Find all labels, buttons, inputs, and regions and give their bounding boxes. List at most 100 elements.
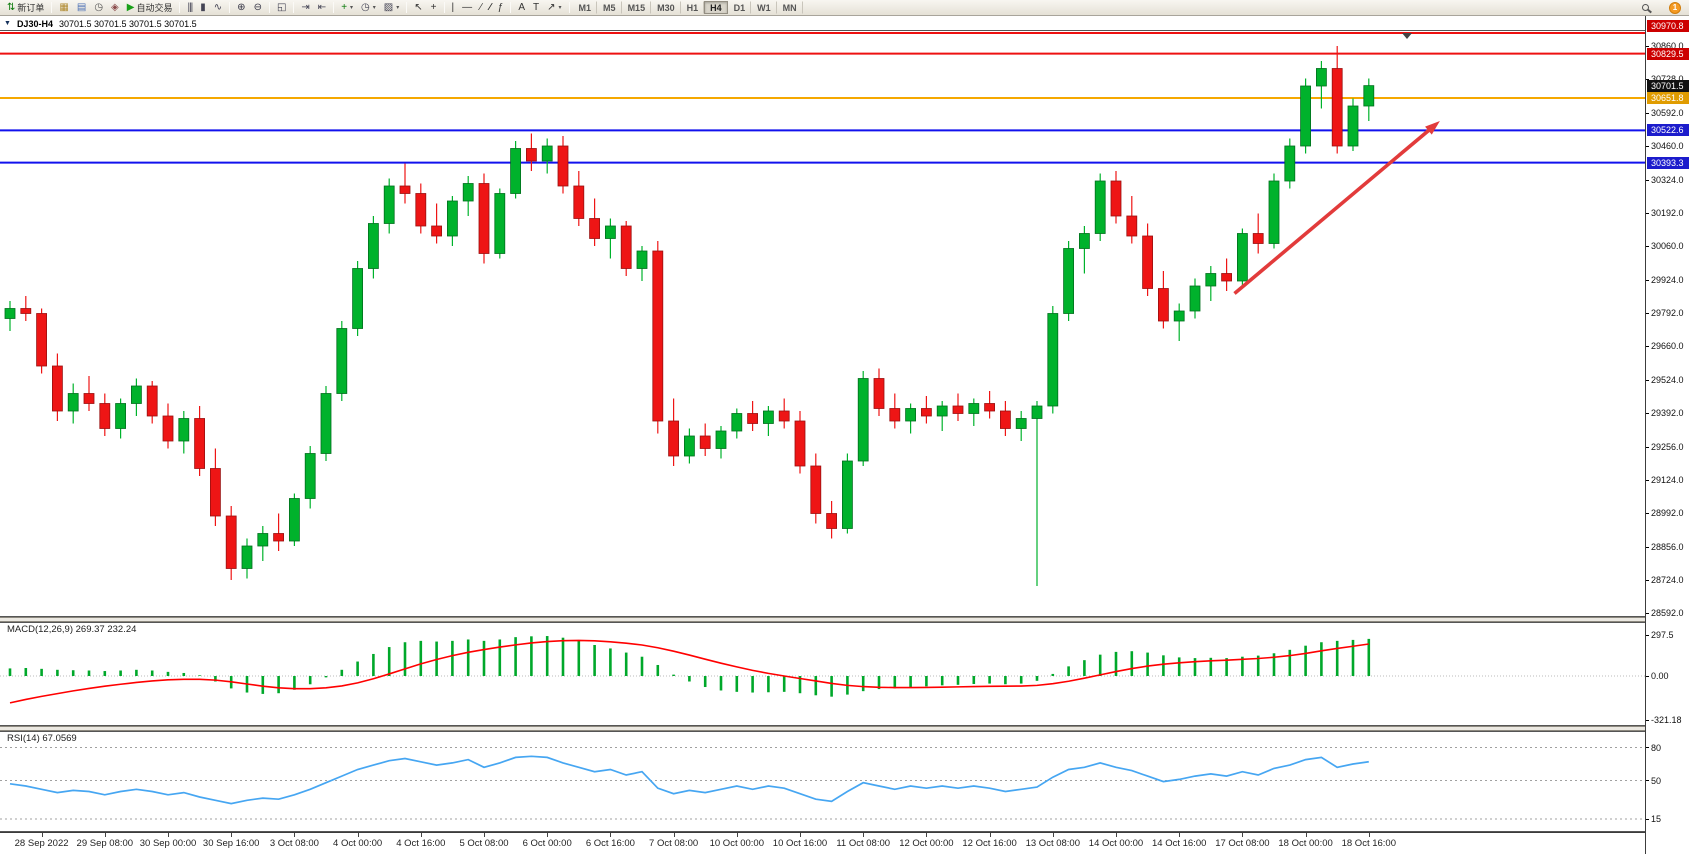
timeframe-h4-label: H4 xyxy=(710,2,722,13)
label-icon: T xyxy=(533,2,540,13)
candle xyxy=(352,261,364,336)
market-watch-button[interactable]: ◷ xyxy=(90,1,107,14)
new-order-button[interactable]: ⇅ 新订单 xyxy=(3,1,48,14)
candle xyxy=(446,196,458,246)
toolbar-separator xyxy=(510,2,512,13)
candle xyxy=(889,393,901,429)
toolbar-separator xyxy=(229,2,231,13)
candle xyxy=(810,453,822,524)
candle xyxy=(763,406,774,436)
time-label: 6 Oct 00:00 xyxy=(522,838,572,849)
text-label-button[interactable]: T xyxy=(529,1,543,14)
fibonacci-button[interactable]: ƒ xyxy=(494,1,508,14)
line-chart-icon: ∿ xyxy=(213,2,223,13)
cursor-button[interactable]: ↖ xyxy=(410,1,426,14)
chart-shift-button[interactable]: ⇤ xyxy=(314,1,330,14)
candle xyxy=(1268,173,1280,249)
auto-scroll-button[interactable]: ⇥ xyxy=(297,1,313,14)
candle xyxy=(130,378,142,416)
candle xyxy=(1300,78,1311,154)
timeframe-h4[interactable]: H4 xyxy=(704,1,728,14)
axis-tick: -321.18 xyxy=(1646,715,1689,725)
candle xyxy=(36,308,47,374)
profiles-button[interactable]: ▤ xyxy=(73,1,90,14)
candle xyxy=(194,406,206,476)
time-tick xyxy=(1242,833,1244,837)
search-button[interactable] xyxy=(1638,1,1653,14)
macd-panel[interactable] xyxy=(0,622,1645,726)
candle xyxy=(257,526,269,561)
main-price-chart[interactable] xyxy=(0,30,1645,617)
axis-tick: 29660.0 xyxy=(1646,341,1689,351)
price-axis[interactable]: 30860.0 30728.0 30592.0 30460.0 30324.0 30192… xyxy=(1645,16,1689,854)
time-tick xyxy=(547,833,549,837)
panel-splitter[interactable] xyxy=(0,726,1645,731)
arrow-tool-icon: ↗ xyxy=(547,2,556,13)
candlestick-chart-button[interactable]: ▮ xyxy=(196,1,210,14)
candle xyxy=(826,501,837,539)
play-icon: ▶ xyxy=(126,2,135,13)
axis-tick: 29524.0 xyxy=(1646,375,1689,385)
price-badge: 30829.5 xyxy=(1647,47,1689,60)
zoom-in-icon: ⊕ xyxy=(237,2,246,13)
candle xyxy=(636,246,648,281)
candle xyxy=(67,383,79,424)
timeframe-m15[interactable]: M15 xyxy=(622,1,652,14)
timeframe-h1[interactable]: H1 xyxy=(681,1,705,14)
candle xyxy=(178,411,190,454)
timeframe-m30-label: M30 xyxy=(657,2,675,13)
timeframe-m5[interactable]: M5 xyxy=(597,1,622,14)
channel-button[interactable]: ∕∕ xyxy=(486,1,494,14)
timeframe-w1[interactable]: W1 xyxy=(751,1,777,14)
axis-tick: 29392.0 xyxy=(1646,408,1689,418)
zoom-out-button[interactable]: ⊖ xyxy=(250,1,266,14)
navigator-button[interactable]: ◈ xyxy=(107,1,123,14)
candle xyxy=(605,218,616,259)
panel-splitter[interactable] xyxy=(0,617,1645,622)
arrows-button[interactable]: ↗ ▾ xyxy=(543,1,565,14)
time-axis[interactable]: 28 Sep 2022 29 Sep 08:00 30 Sep 00:00 30 Se… xyxy=(0,832,1645,854)
macd-label: MACD(12,26,9) 269.37 232.24 xyxy=(5,624,139,635)
candle xyxy=(1158,271,1169,329)
charts-button[interactable]: ▦ xyxy=(55,1,72,14)
crosshair-button[interactable]: + xyxy=(427,1,441,14)
time-label: 18 Oct 16:00 xyxy=(1341,838,1396,849)
chart-menu-icon[interactable]: ▼ xyxy=(4,20,11,27)
chart-window[interactable]: ▼ DJ30-H4 30701.5 30701.5 30701.5 30701.… xyxy=(0,16,1689,854)
timeframe-m1[interactable]: M1 xyxy=(573,1,598,14)
notifications-button[interactable]: 1 xyxy=(1669,1,1681,14)
toolbar-right-group: 1 xyxy=(1638,1,1686,14)
candle xyxy=(573,171,585,226)
timeframe-d1[interactable]: D1 xyxy=(728,1,752,14)
zoom-in-button[interactable]: ⊕ xyxy=(233,1,249,14)
time-tick xyxy=(294,833,296,837)
timeframe-mn[interactable]: MN xyxy=(777,1,803,14)
tile-windows-button[interactable]: ◱ xyxy=(273,1,290,14)
horizontal-line-button[interactable]: — xyxy=(458,1,476,14)
clock-icon: ◷ xyxy=(361,2,370,13)
candle xyxy=(1331,46,1343,154)
candle xyxy=(415,183,427,234)
line-chart-button[interactable]: ∿ xyxy=(210,1,226,14)
zoom-out-icon: ⊖ xyxy=(253,2,262,13)
autotrade-button[interactable]: ▶ 自动交易 xyxy=(123,1,177,14)
trend-arrow[interactable] xyxy=(1233,124,1436,295)
axis-tick: 29124.0 xyxy=(1646,475,1689,485)
candle xyxy=(273,513,285,551)
chart-shift-marker[interactable] xyxy=(1402,33,1412,39)
indicators-button[interactable]: + ▾ xyxy=(337,1,357,14)
periods-button[interactable]: ◷ ▾ xyxy=(357,1,380,14)
bar-chart-button[interactable]: ||| xyxy=(183,1,196,14)
axis-tick: 28724.0 xyxy=(1646,575,1689,585)
text-button[interactable]: A xyxy=(514,1,529,14)
rsi-panel[interactable] xyxy=(0,731,1645,832)
candle xyxy=(1221,258,1232,291)
toolbar-separator xyxy=(568,2,570,13)
timeframe-m30[interactable]: M30 xyxy=(651,1,681,14)
candlestick-icon: ▮ xyxy=(200,2,206,13)
candle xyxy=(1015,411,1027,441)
vertical-line-button[interactable]: | xyxy=(448,1,459,14)
trendline-button[interactable]: ∕ xyxy=(476,1,486,14)
templates-button[interactable]: ▨ ▾ xyxy=(380,1,403,14)
axis-tick: 28592.0 xyxy=(1646,608,1689,618)
